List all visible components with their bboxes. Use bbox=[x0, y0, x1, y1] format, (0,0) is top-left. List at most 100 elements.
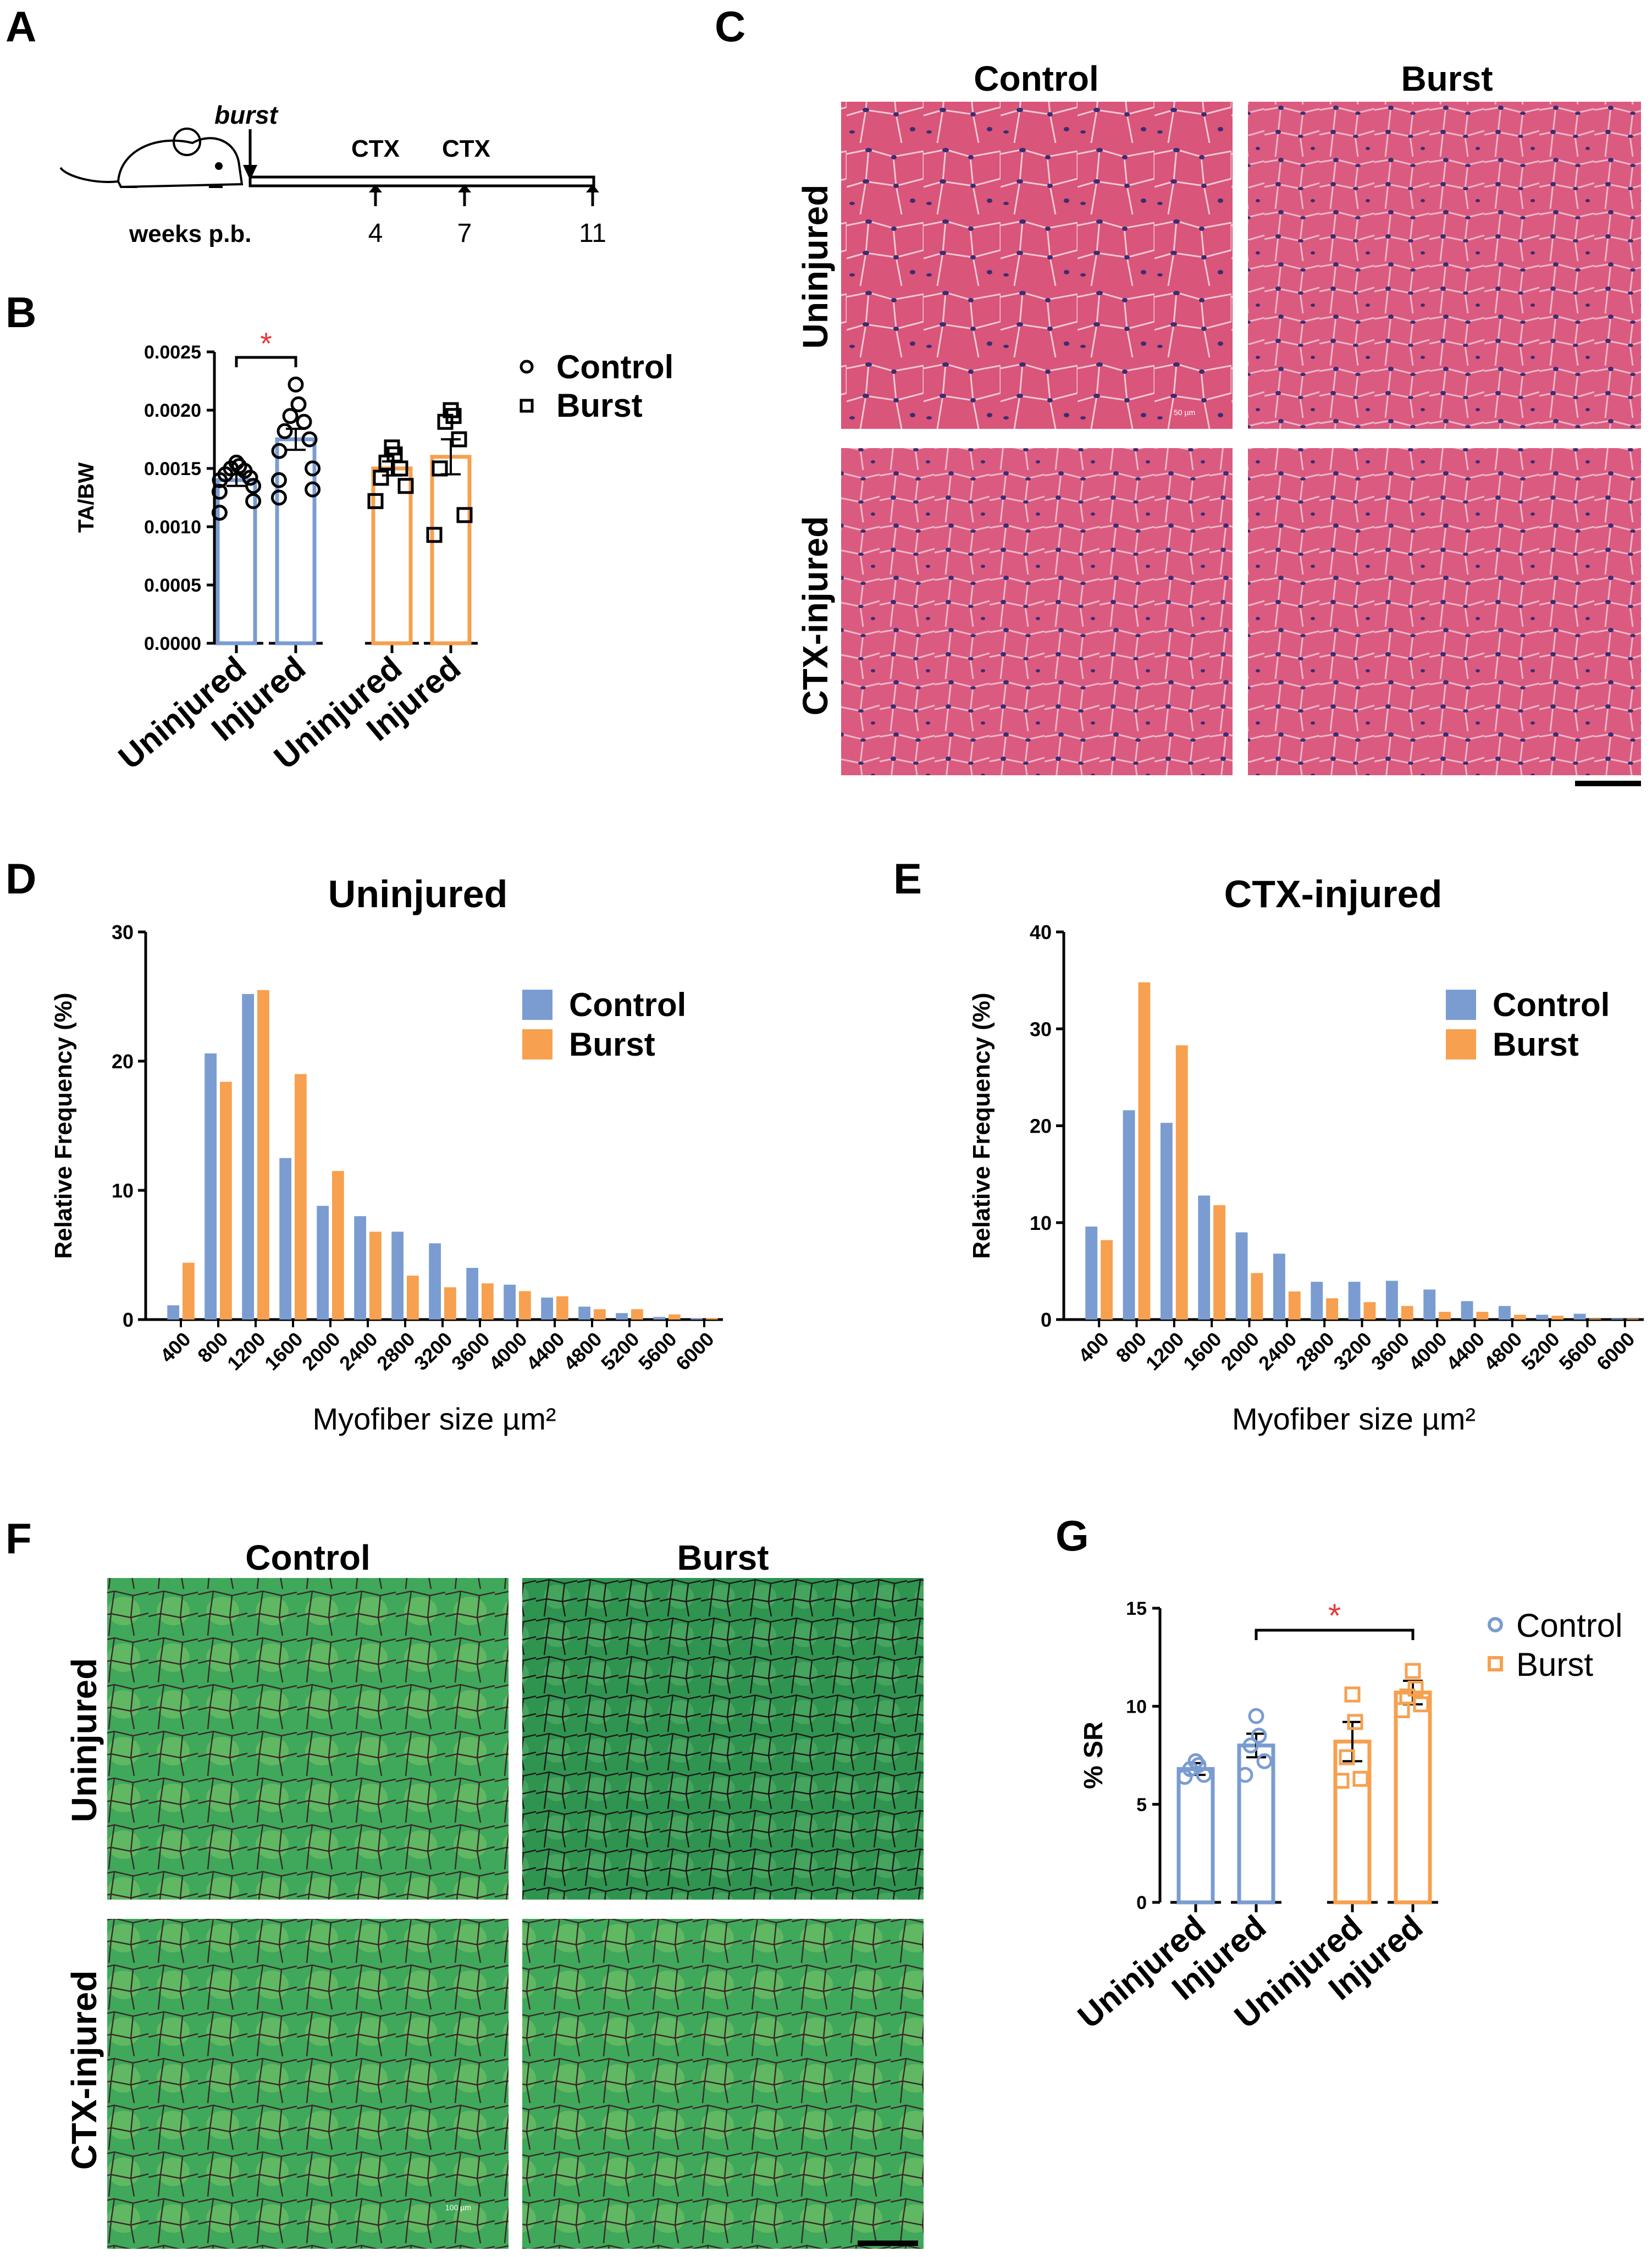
histogram-bar bbox=[429, 1243, 441, 1320]
x-tick-label: 2000 bbox=[297, 1328, 345, 1375]
histogram-bar bbox=[690, 1318, 703, 1320]
y-axis-label: TA/BW bbox=[74, 462, 98, 533]
he-burst-injured bbox=[1248, 448, 1641, 775]
histogram-bar bbox=[482, 1283, 494, 1320]
histogram-bar bbox=[1439, 1311, 1451, 1320]
histogram-bar bbox=[1551, 1315, 1564, 1320]
data-point bbox=[242, 470, 258, 486]
histogram-bar bbox=[1123, 1110, 1135, 1320]
x-tick-label: 1200 bbox=[223, 1328, 270, 1375]
y-tick-label: 30 bbox=[1030, 1018, 1052, 1040]
data-point bbox=[437, 413, 454, 430]
data-point bbox=[211, 483, 228, 500]
legend-control-swatch bbox=[1446, 990, 1476, 1020]
timepoint-arrowheads bbox=[369, 184, 599, 192]
histogram-bar bbox=[317, 1206, 329, 1320]
data-point bbox=[1176, 1769, 1193, 1785]
data-point bbox=[1352, 1770, 1369, 1787]
legend-b-control-marker bbox=[520, 360, 534, 374]
histogram-bar bbox=[519, 1291, 531, 1320]
legend-g: Control Burst bbox=[1488, 1607, 1622, 1683]
histogram-bar bbox=[1288, 1291, 1301, 1320]
histogram-bar bbox=[1198, 1195, 1211, 1320]
chart-title: Uninjured bbox=[328, 873, 508, 915]
x-tick-label: 1600 bbox=[1179, 1328, 1226, 1375]
panel-label-g: G bbox=[1056, 1511, 1089, 1560]
legend-burst-swatch bbox=[1446, 1029, 1476, 1059]
histogram-bar bbox=[242, 994, 254, 1320]
f-row-injured: CTX-injured bbox=[64, 1971, 104, 2170]
data-point bbox=[1248, 1708, 1264, 1724]
data-point bbox=[271, 443, 288, 459]
x-tick-label: 4400 bbox=[1442, 1328, 1489, 1375]
bar bbox=[371, 466, 413, 645]
data-point bbox=[212, 472, 228, 488]
x-tick-label: 1200 bbox=[1141, 1328, 1189, 1375]
histogram-bar bbox=[594, 1309, 606, 1320]
legend-g-control-label: Control bbox=[1516, 1607, 1622, 1644]
data-point bbox=[296, 413, 312, 430]
data-point bbox=[277, 423, 293, 439]
panel-label-c: C bbox=[715, 2, 745, 51]
histogram-bar bbox=[466, 1268, 478, 1320]
x-tick-label: 2400 bbox=[1254, 1328, 1301, 1375]
bar bbox=[1176, 1767, 1215, 1905]
c-row-uninjured: Uninjured bbox=[795, 185, 835, 349]
x-tick-label: 3200 bbox=[1329, 1328, 1377, 1375]
histogram-bar bbox=[668, 1314, 681, 1320]
data-point bbox=[245, 478, 262, 494]
x-tick-label: 4800 bbox=[1479, 1328, 1527, 1375]
histogram-bar bbox=[407, 1276, 419, 1320]
legend-control-label: Control bbox=[1493, 986, 1610, 1023]
legend-g-control-marker bbox=[1488, 1617, 1503, 1632]
sr-burst-injured bbox=[522, 1919, 924, 2249]
panel-a-timeline: burst CTX CTX weeks p.b. 4 7 11 bbox=[59, 101, 606, 248]
x-tick-label: 4000 bbox=[1404, 1328, 1451, 1375]
burst-arrowhead bbox=[243, 165, 257, 180]
x-tick-label: 5600 bbox=[634, 1328, 681, 1375]
bar bbox=[1394, 1690, 1432, 1905]
he-control-injured bbox=[841, 448, 1233, 775]
panel-label-f: F bbox=[5, 1514, 32, 1563]
data-point bbox=[305, 460, 321, 477]
y-tick-label: 40 bbox=[1030, 921, 1052, 943]
y-axis-label: Relative Frequency (%) bbox=[50, 992, 77, 1259]
histogram-bar bbox=[1611, 1318, 1623, 1320]
histogram-bar bbox=[1461, 1301, 1473, 1320]
he-scale-bar bbox=[1575, 781, 1641, 786]
histogram-bar bbox=[1311, 1282, 1323, 1320]
x-tick-label: 5200 bbox=[596, 1328, 644, 1375]
x-tick-label: 6000 bbox=[671, 1328, 719, 1375]
significance-star: * bbox=[260, 326, 272, 361]
histogram-bar bbox=[1626, 1318, 1639, 1320]
y-tick-label: 0.0010 bbox=[144, 517, 201, 538]
histogram-bar bbox=[1085, 1226, 1098, 1320]
data-point bbox=[288, 376, 304, 393]
data-point bbox=[290, 396, 307, 412]
legend-b-burst-label: Burst bbox=[556, 387, 643, 424]
x-tick-label: 2400 bbox=[335, 1328, 382, 1375]
ctx-label-2: CTX bbox=[442, 135, 490, 162]
data-point bbox=[1394, 1702, 1410, 1718]
mouse-icon bbox=[59, 128, 244, 189]
data-point bbox=[426, 527, 443, 543]
data-point bbox=[1242, 1737, 1259, 1754]
y-tick-label: 30 bbox=[112, 921, 134, 943]
data-point bbox=[282, 408, 299, 424]
data-point bbox=[1347, 1714, 1363, 1730]
histogram-bar bbox=[578, 1306, 590, 1320]
x-tick-label: 4800 bbox=[559, 1328, 606, 1375]
f-row-uninjured: Uninjured bbox=[64, 1658, 104, 1823]
chart-e-injured-histogram: CTX-injured 0 10 20 30 40 Relative Frequency (… bbox=[968, 873, 1644, 1436]
legend-burst-label: Burst bbox=[569, 1026, 655, 1063]
x-tick-label: 5200 bbox=[1517, 1328, 1564, 1375]
significance-star: * bbox=[1328, 1597, 1341, 1634]
sr-control-uninjured bbox=[107, 1578, 509, 1900]
y-axis-label: % SR bbox=[1079, 1721, 1108, 1789]
histogram-bar bbox=[332, 1171, 344, 1320]
x-tick-label: 400 bbox=[1074, 1328, 1113, 1367]
bar bbox=[275, 437, 317, 645]
bar bbox=[430, 455, 472, 645]
x-tick-label: 400 bbox=[156, 1328, 195, 1367]
